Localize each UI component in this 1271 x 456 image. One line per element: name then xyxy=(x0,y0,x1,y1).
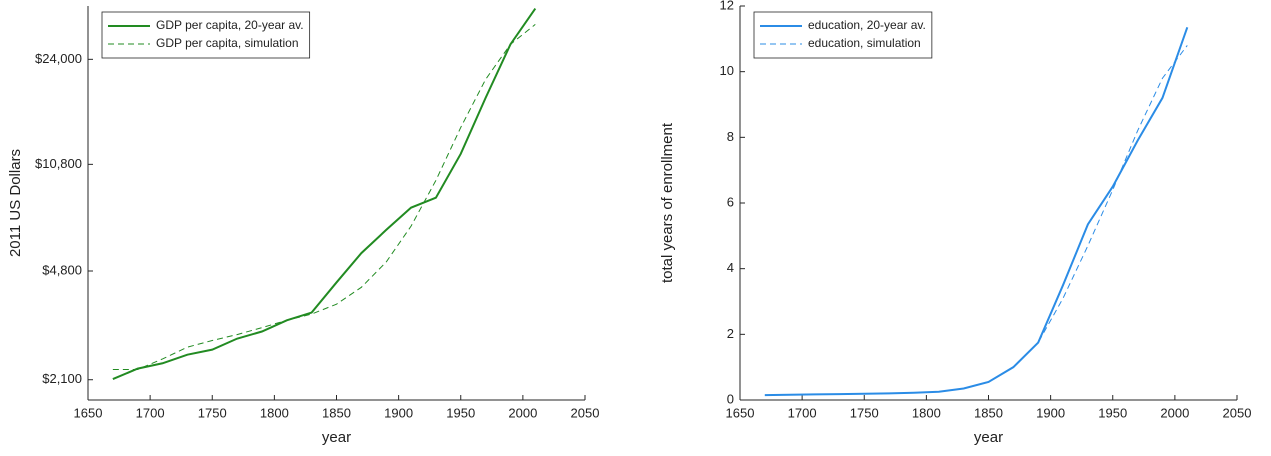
x-axis-label: year xyxy=(322,429,351,446)
x-tick-label: 2000 xyxy=(1160,405,1189,420)
x-tick-label: 2050 xyxy=(571,405,600,420)
y-tick-label: $10,800 xyxy=(35,156,82,171)
y-tick-label: 6 xyxy=(727,194,734,209)
y-tick-label: 10 xyxy=(720,63,734,78)
y-tick-label: 8 xyxy=(727,129,734,144)
legend-box xyxy=(753,11,933,59)
y-axis-label: total years of enrollment xyxy=(659,122,676,283)
x-tick-label: 1700 xyxy=(788,405,817,420)
y-tick-label: 4 xyxy=(727,260,734,275)
y-tick-label: 0 xyxy=(727,391,734,406)
x-tick-label: 1750 xyxy=(198,405,227,420)
legend: education, 20-year av. education, simulat… xyxy=(753,11,933,59)
y-axis-label: 2011 US Dollars xyxy=(7,149,24,257)
x-tick-label: 1650 xyxy=(74,405,103,420)
legend-label: GDP per capita, simulation xyxy=(156,36,299,50)
series-line xyxy=(764,27,1189,397)
x-axis-label: year xyxy=(974,429,1003,446)
legend: GDP per capita, 20-year av. GDP per capit… xyxy=(101,11,311,59)
x-tick-label: 1700 xyxy=(136,405,165,420)
chart: 1650 1700 1750 1800 1850 1900 1950 2000 2050 0 2 4 6… xyxy=(659,0,1251,446)
x-tick-label: 1950 xyxy=(446,405,475,420)
y-tick-label: $24,000 xyxy=(35,51,82,66)
x-tick-label: 1800 xyxy=(912,405,941,420)
x-tick-label: 1900 xyxy=(1036,405,1065,420)
y-tick-label: $2,100 xyxy=(42,371,82,386)
y-tick-label: 2 xyxy=(727,326,734,341)
x-tick-label: 1800 xyxy=(260,405,289,420)
x-tick-label: 1900 xyxy=(384,405,413,420)
x-tick-label: 2050 xyxy=(1223,405,1252,420)
x-tick-label: 2000 xyxy=(508,405,537,420)
series-line xyxy=(112,8,537,381)
x-tick-label: 1650 xyxy=(726,405,755,420)
series-line xyxy=(764,45,1188,396)
y-tick-label: $4,800 xyxy=(42,262,82,277)
y-tick-label: 12 xyxy=(720,0,734,12)
x-tick-label: 1850 xyxy=(322,405,351,420)
legend-label: education, 20-year av. xyxy=(808,18,926,32)
chart: 1650 1700 1750 1800 1850 1900 1950 2000 2050 $2,1… xyxy=(7,6,599,446)
legend-label: education, simulation xyxy=(808,36,921,50)
legend-box xyxy=(101,11,311,59)
x-tick-label: 1950 xyxy=(1098,405,1127,420)
legend-label: GDP per capita, 20-year av. xyxy=(156,18,304,32)
x-tick-label: 1850 xyxy=(974,405,1003,420)
x-tick-label: 1750 xyxy=(850,405,879,420)
series-line xyxy=(112,24,536,370)
